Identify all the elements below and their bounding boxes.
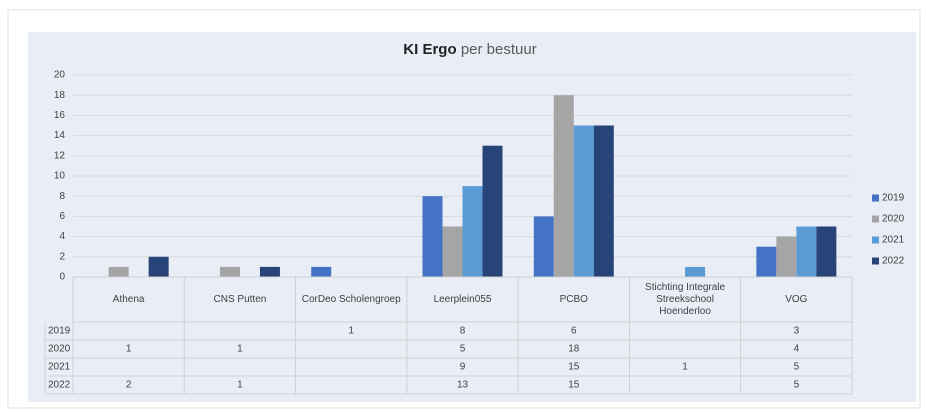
y-tick-label: 4 <box>59 231 65 242</box>
bar <box>462 186 483 277</box>
bar <box>259 266 280 277</box>
y-tick-label: 6 <box>59 211 65 222</box>
table-value: 15 <box>568 380 580 391</box>
legend-label: 2020 <box>882 214 905 225</box>
legend-swatch <box>872 257 879 265</box>
bar <box>573 125 594 277</box>
table-value: 1 <box>126 344 132 355</box>
category-cell: Leerplein055 <box>433 293 492 305</box>
category-cell: Stichting Integrale Streekschool Hoender… <box>645 281 726 317</box>
category-cell: CorDeo Scholengroep <box>301 293 401 305</box>
category-cell: PCBO <box>559 293 588 305</box>
y-tick-label: 0 <box>59 272 65 283</box>
table-value: 3 <box>794 326 800 337</box>
legend-swatch <box>872 215 879 223</box>
legend-swatch <box>872 236 879 244</box>
legend-label: 2022 <box>882 256 905 267</box>
table-value: 15 <box>568 362 580 373</box>
x-tick-label: VOG <box>785 293 808 305</box>
bar <box>311 266 332 277</box>
x-tick-label: Leerplein055 <box>433 293 492 305</box>
bar <box>533 216 554 277</box>
y-tick-label: 12 <box>54 150 66 161</box>
legend-label: 2021 <box>882 235 905 246</box>
category-cell: CNS Putten <box>213 293 267 305</box>
bar <box>796 226 817 277</box>
x-tick-label: PCBO <box>559 293 588 305</box>
table-value: 1 <box>348 326 354 337</box>
x-tick-label: CorDeo Scholengroep <box>301 293 401 305</box>
table-value: 1 <box>237 344 243 355</box>
table-value: 9 <box>460 362 466 373</box>
y-tick-label: 14 <box>54 130 66 141</box>
row-label: 2019 <box>48 326 71 337</box>
y-tick-label: 2 <box>59 251 65 262</box>
bar <box>776 236 797 277</box>
bar <box>442 226 463 277</box>
bar <box>756 246 777 277</box>
table-value: 5 <box>794 380 800 391</box>
title-rest: per bestuur <box>461 41 537 58</box>
category-cell: Athena <box>112 293 145 305</box>
table-value: 18 <box>568 344 580 355</box>
x-tick-label: CNS Putten <box>213 293 267 305</box>
bar <box>685 266 706 277</box>
y-tick-label: 10 <box>54 171 66 182</box>
y-tick-label: 8 <box>59 191 65 202</box>
y-tick-label: 20 <box>54 70 66 81</box>
table-value: 4 <box>794 344 800 355</box>
table-value: 1 <box>682 362 688 373</box>
bar <box>816 226 837 277</box>
bar <box>219 266 240 277</box>
y-tick-label: 16 <box>54 110 66 121</box>
bar <box>108 266 129 277</box>
bar <box>422 196 443 277</box>
table-value: 5 <box>460 344 466 355</box>
bar <box>148 256 169 277</box>
chart-title: KI Ergo per bestuur <box>403 41 536 58</box>
row-label: 2021 <box>48 362 71 373</box>
x-tick-label: Athena <box>112 293 145 305</box>
table-value: 13 <box>457 380 469 391</box>
table-value: 2 <box>126 380 132 391</box>
bar <box>593 125 614 277</box>
x-tick-label: Stichting Integrale Streekschool Hoender… <box>645 281 726 317</box>
row-label: 2020 <box>48 344 71 355</box>
title-bold: KI Ergo <box>403 41 456 58</box>
legend-swatch <box>872 194 879 202</box>
table-value: 8 <box>460 326 466 337</box>
bar <box>553 95 574 277</box>
bar <box>482 145 503 277</box>
table-value: 1 <box>237 380 243 391</box>
y-tick-label: 18 <box>54 90 66 101</box>
legend-label: 2019 <box>882 193 905 204</box>
table-value: 5 <box>794 362 800 373</box>
table-value: 6 <box>571 326 577 337</box>
category-cell: VOG <box>785 293 808 305</box>
row-label: 2022 <box>48 380 71 391</box>
